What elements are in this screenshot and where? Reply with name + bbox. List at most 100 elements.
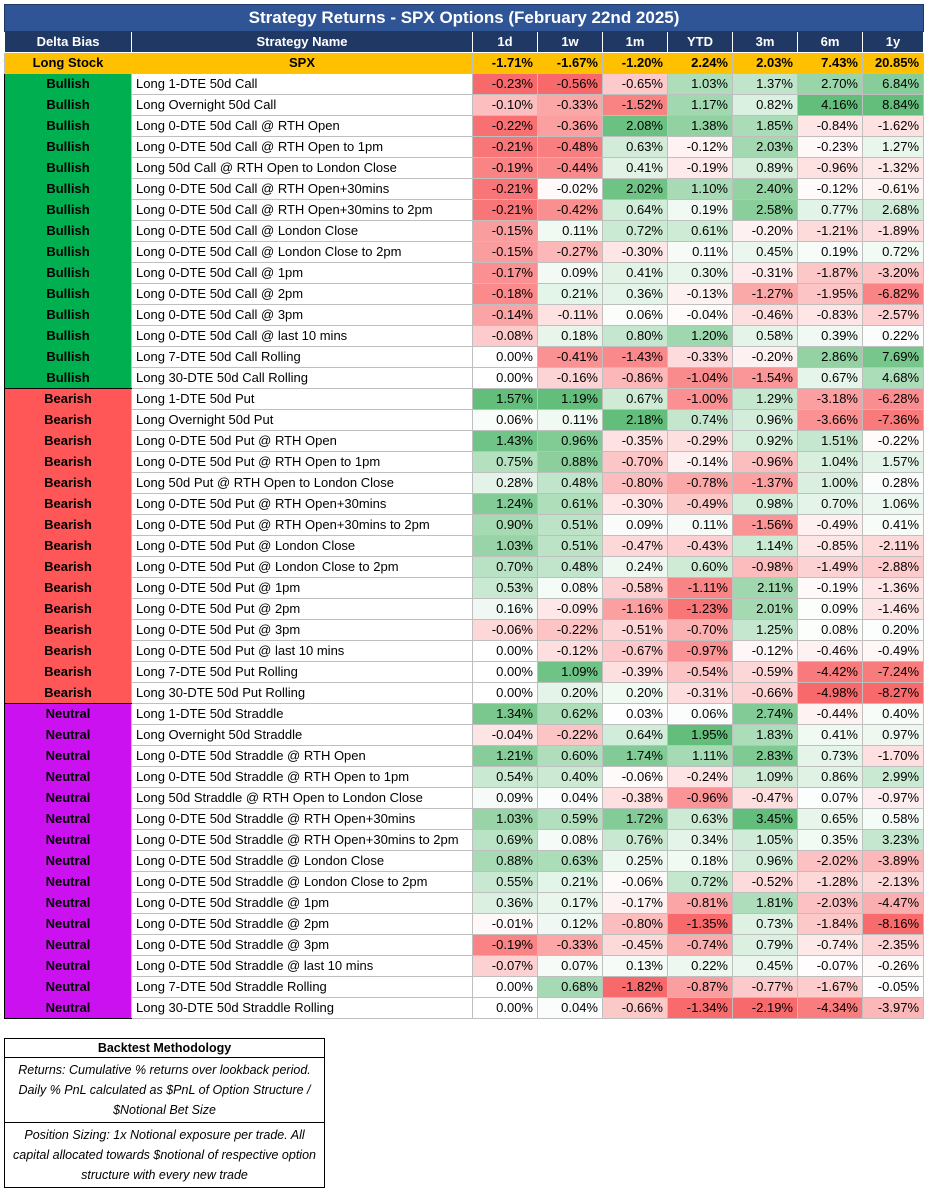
return-value: -0.67% <box>602 640 668 662</box>
return-value: -0.70% <box>602 451 668 473</box>
return-value: -0.17% <box>602 892 668 914</box>
strategy-name: Long 0-DTE 50d Call @ London Close <box>131 220 473 242</box>
return-value: -2.03% <box>797 892 863 914</box>
return-value: 0.58% <box>861 808 925 830</box>
return-value: 0.06% <box>602 304 668 326</box>
return-value: 0.67% <box>797 367 863 389</box>
delta-bias: Neutral <box>4 934 132 956</box>
strategy-row: Bearish Long 0-DTE 50d Put @ RTH Open+30m… <box>4 514 925 536</box>
column-header: 3m <box>732 31 798 53</box>
strategy-name: Long 0-DTE 50d Call @ RTH Open+30mins <box>131 178 473 200</box>
delta-bias: Bullish <box>4 262 132 284</box>
return-value: -1.11% <box>667 577 733 599</box>
methodology-box: Backtest Methodology Returns: Cumulative… <box>4 1038 325 1188</box>
strategy-name: Long 0-DTE 50d Straddle @ RTH Open <box>131 745 473 767</box>
return-value: -1.32% <box>861 157 925 179</box>
strategy-row: Neutral Long 7-DTE 50d Straddle Rolling 0.… <box>4 976 925 998</box>
delta-bias: Bearish <box>4 577 132 599</box>
strategy-name: Long 30-DTE 50d Call Rolling <box>131 367 473 389</box>
return-value: -1.23% <box>667 598 733 620</box>
return-value: 0.11% <box>667 241 733 263</box>
return-value: -0.06% <box>472 619 538 641</box>
return-value: -0.17% <box>472 262 538 284</box>
return-value: 1.09% <box>732 766 798 788</box>
delta-bias: Neutral <box>4 976 132 998</box>
return-value: -0.96% <box>667 787 733 809</box>
return-value: 0.60% <box>537 745 603 767</box>
return-value: 0.96% <box>537 430 603 452</box>
return-value: -2.11% <box>861 535 925 557</box>
return-value: 0.11% <box>537 409 603 431</box>
strategy-name: Long 0-DTE 50d Call @ 3pm <box>131 304 473 326</box>
returns-table-wrap: Strategy Returns - SPX Options (February… <box>3 4 925 1019</box>
return-value: -1.49% <box>797 556 863 578</box>
return-value: 2.86% <box>797 346 863 368</box>
return-value: -0.01% <box>472 913 538 935</box>
delta-bias: Neutral <box>4 745 132 767</box>
strategy-name: Long 0-DTE 50d Straddle @ RTH Open to 1p… <box>131 766 473 788</box>
return-value: -8.27% <box>861 682 925 704</box>
strategy-name: Long 0-DTE 50d Straddle @ RTH Open+30min… <box>131 808 473 830</box>
return-value: 0.20% <box>537 682 603 704</box>
return-value: 0.61% <box>537 493 603 515</box>
return-value: 2.99% <box>861 766 925 788</box>
strategy-row: Bullish Long 0-DTE 50d Call @ 1pm -0.17% 0.… <box>4 262 925 284</box>
return-value: -0.09% <box>537 598 603 620</box>
delta-bias: Neutral <box>4 808 132 830</box>
delta-bias: Bullish <box>4 304 132 326</box>
return-value: -0.26% <box>861 955 925 977</box>
return-value: -0.98% <box>732 556 798 578</box>
return-value: 6.84% <box>861 73 925 95</box>
return-value: 0.48% <box>537 556 603 578</box>
title-row: Strategy Returns - SPX Options (February… <box>3 4 925 32</box>
delta-bias: Bullish <box>4 220 132 242</box>
strategy-row: Bullish Long 0-DTE 50d Call @ RTH Open -0.… <box>4 115 925 137</box>
strategy-row: Neutral Long 30-DTE 50d Straddle Rolling 0… <box>4 997 925 1019</box>
strategy-name: Long 0-DTE 50d Straddle @ London Close t… <box>131 871 473 893</box>
delta-bias: Bullish <box>4 94 132 116</box>
return-value: -7.24% <box>861 661 925 683</box>
return-value: 1.29% <box>732 388 798 410</box>
return-value: -0.30% <box>602 493 668 515</box>
return-value: 0.69% <box>472 829 538 851</box>
column-header: 1d <box>472 31 538 53</box>
return-value: 1.03% <box>667 73 733 95</box>
strategy-row: Bullish Long 1-DTE 50d Call -0.23% -0.56% -0… <box>4 73 925 95</box>
return-value: 0.07% <box>537 955 603 977</box>
strategy-name: Long 0-DTE 50d Put @ RTH Open+30mins <box>131 493 473 515</box>
strategy-row: Bearish Long 50d Put @ RTH Open to London… <box>4 472 925 494</box>
return-value: 0.17% <box>537 892 603 914</box>
return-value: 1.03% <box>472 535 538 557</box>
return-value: -2.13% <box>861 871 925 893</box>
strategy-name: Long 50d Put @ RTH Open to London Close <box>131 472 473 494</box>
return-value: 1.43% <box>472 430 538 452</box>
column-header: 6m <box>797 31 863 53</box>
return-value: -0.80% <box>602 472 668 494</box>
delta-bias: Bearish <box>4 598 132 620</box>
delta-bias: Bearish <box>4 493 132 515</box>
return-value: -1.82% <box>602 976 668 998</box>
delta-bias: Neutral <box>4 955 132 977</box>
return-value: -0.33% <box>667 346 733 368</box>
delta-bias: Bullish <box>4 199 132 221</box>
return-value: -2.57% <box>861 304 925 326</box>
column-header: Strategy Name <box>131 31 473 53</box>
return-value: 0.62% <box>537 703 603 725</box>
methodology-text: Position Sizing: 1x Notional exposure pe… <box>5 1122 324 1187</box>
return-value: 0.74% <box>667 409 733 431</box>
delta-bias: Bullish <box>4 241 132 263</box>
return-value: 1.85% <box>732 115 798 137</box>
delta-bias: Bearish <box>4 430 132 452</box>
return-value: 0.00% <box>472 640 538 662</box>
strategy-row: Neutral Long 0-DTE 50d Straddle @ RTH Ope… <box>4 745 925 767</box>
column-header: Delta Bias <box>4 31 132 53</box>
return-value: 0.18% <box>667 850 733 872</box>
return-value: 0.51% <box>537 535 603 557</box>
return-value: 0.22% <box>667 955 733 977</box>
return-value: -0.44% <box>797 703 863 725</box>
strategy-name: Long 0-DTE 50d Put @ RTH Open to 1pm <box>131 451 473 473</box>
strategy-name: Long 0-DTE 50d Straddle @ London Close <box>131 850 473 872</box>
return-value: -1.37% <box>732 472 798 494</box>
return-value: -0.39% <box>602 661 668 683</box>
return-value: 1.21% <box>472 745 538 767</box>
